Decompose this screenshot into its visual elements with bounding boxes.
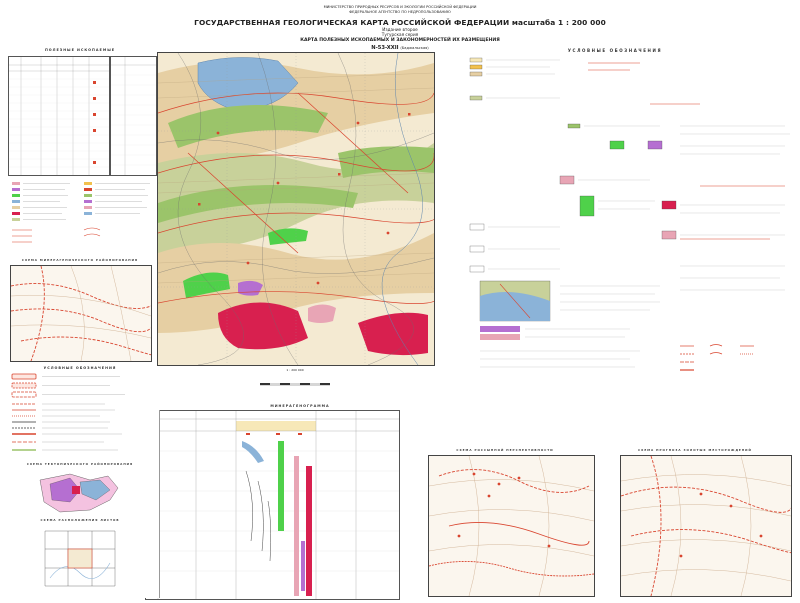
scheme-minerageny-graphic <box>10 265 158 362</box>
legend-main-graphic <box>469 57 790 371</box>
scheme-conclusion-graphic <box>620 455 797 597</box>
scheme-placer <box>428 455 595 597</box>
left-legend-block <box>10 180 155 250</box>
scale-bar: 1 : 200 000 <box>259 368 331 386</box>
page-title: ГОСУДАРСТВЕННАЯ ГЕОЛОГИЧЕСКАЯ КАРТА РОСС… <box>194 18 606 27</box>
main-map[interactable] <box>157 52 439 366</box>
scale-bar-graphic <box>259 382 331 386</box>
scheme-conclusion <box>620 455 797 597</box>
sheet-code: N-53-XXII <box>371 45 399 51</box>
scale-label: 1 : 200 000 <box>286 368 304 372</box>
left-legend-symbols <box>12 182 150 243</box>
minerals-table-right <box>110 56 157 176</box>
scheme-location <box>40 526 120 596</box>
scheme-placer-title: СХЕМА РОССЫПНОЙ ПЕРСПЕКТИВНОСТИ <box>456 448 554 452</box>
minerals-table-grid <box>9 57 109 175</box>
scheme-location-graphic <box>44 530 116 587</box>
minerals-table-right-grid <box>111 57 156 175</box>
minerageny-diagram <box>145 410 400 600</box>
scheme-conclusion-title: СХЕМА ПРОГНОЗА ЗОЛОТЫХ МЕСТОРОЖДЕНИЙ <box>638 448 752 452</box>
scheme-tectonic <box>30 470 125 515</box>
edition: Издание второе <box>382 27 418 32</box>
minerageny-title: МИНЕРАГЕНОГРАММА <box>270 404 330 408</box>
legend-left-title: УСЛОВНЫЕ ОБОЗНАЧЕНИЯ <box>43 366 117 370</box>
scheme-minerageny-title: СХЕМА МИНЕРАГЕНИЧЕСКОГО РАЙОНИРОВАНИЯ <box>21 258 139 262</box>
legend-main <box>440 56 795 386</box>
map-title: КАРТА ПОЛЕЗНЫХ ИСКОПАЕМЫХ И ЗАКОНОМЕРНОС… <box>300 38 500 43</box>
sheet-id: N-53-XXII (Баджальская) <box>250 45 550 51</box>
ministry-line-2: ФЕДЕРАЛЬНОЕ АГЕНТСТВО ПО НЕДРОПОЛЬЗОВАНИ… <box>349 10 451 14</box>
sheet-name: (Баджальская) <box>400 46 429 50</box>
legend-left <box>10 372 155 457</box>
main-map-graphic[interactable] <box>157 52 439 366</box>
series: Тугурская серия <box>381 32 419 37</box>
scheme-placer-graphic <box>428 455 595 597</box>
minerals-table <box>8 56 110 176</box>
minerals-title: ПОЛЕЗНЫЕ ИСКОПАЕМЫЕ <box>44 48 116 52</box>
legend-left-symbols <box>11 373 125 451</box>
legend-title: УСЛОВНЫЕ ОБОЗНАЧЕНИЯ <box>567 48 663 53</box>
scheme-tectonic-title: СХЕМА ТЕКТОНИЧЕСКОГО РАЙОНИРОВАНИЯ <box>26 462 134 466</box>
minerageny-graphic <box>146 411 399 599</box>
scheme-tectonic-graphic <box>39 473 119 513</box>
scheme-location-title: СХЕМА РАСПОЛОЖЕНИЯ ЛИСТОВ <box>40 518 120 522</box>
scheme-minerageny <box>10 265 158 362</box>
minerageny-time-column <box>145 410 160 598</box>
ministry-line-1: МИНИСТЕРСТВО ПРИРОДНЫХ РЕСУРСОВ И ЭКОЛОГ… <box>323 5 477 9</box>
